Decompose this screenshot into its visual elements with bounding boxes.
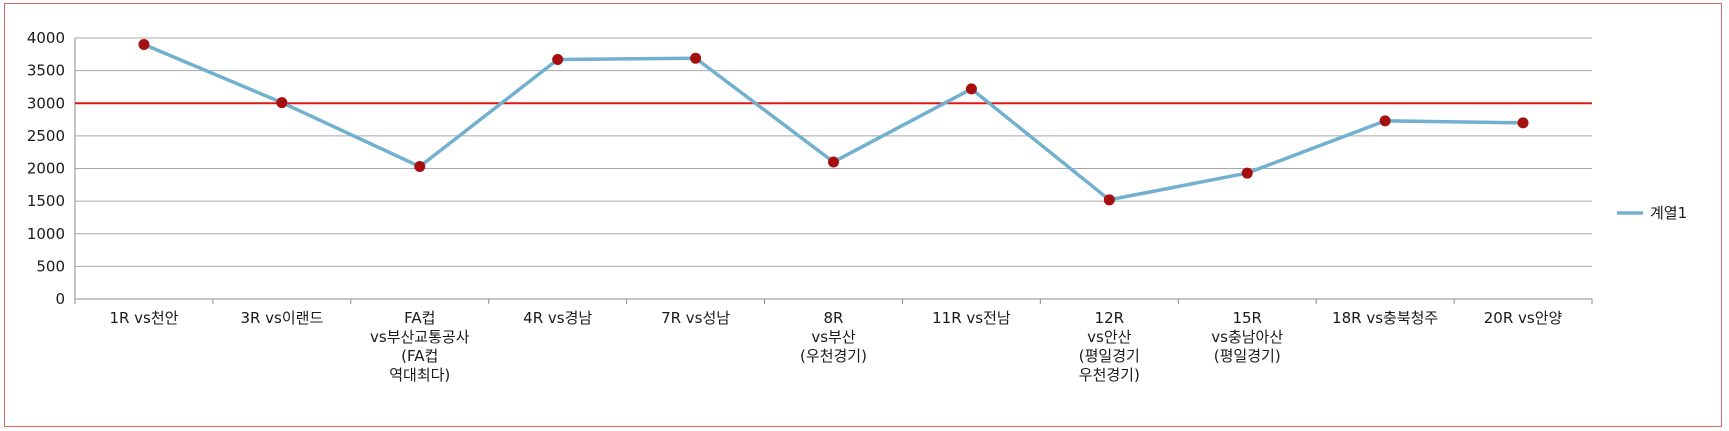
x-tick-label-line: 우천경기)	[1079, 366, 1140, 384]
y-tick-label: 3000	[27, 94, 65, 112]
y-tick-label: 2000	[27, 160, 65, 178]
y-tick-label: 0	[55, 290, 65, 308]
data-point	[138, 39, 150, 51]
x-tick-label: 8R vs부산 (우천경기)	[800, 309, 867, 365]
x-tick-label-line: 20R vs안양	[1484, 309, 1563, 327]
x-tick-label: 15R vs충남아산 (평일경기)	[1211, 309, 1283, 365]
y-axis-ticks: 0 500 1000 1500 2000 2500 3000 3500 4000	[27, 29, 65, 308]
x-tick-label-line: 4R vs경남	[523, 309, 592, 327]
x-tick-label-line: FA컵	[404, 309, 435, 327]
x-tick-label: 4R vs경남	[523, 309, 592, 327]
x-tick-label: 11R vs전남	[932, 309, 1011, 327]
y-tick-label: 1000	[27, 225, 65, 243]
gridlines	[74, 37, 1592, 300]
x-tick-label-line: (FA컵	[401, 347, 438, 365]
data-point	[690, 52, 702, 64]
x-tick-label-line: 1R vs천안	[109, 309, 178, 327]
x-tick-label: 20R vs안양	[1484, 309, 1563, 327]
legend: 계열1	[1617, 204, 1687, 222]
data-point	[276, 97, 288, 109]
x-tick-label-line: 7R vs성남	[661, 309, 730, 327]
x-tick-label-line: 11R vs전남	[932, 309, 1011, 327]
data-point	[414, 161, 426, 173]
x-tick-label: 12R vs안산 (평일경기 우천경기)	[1079, 309, 1140, 384]
x-tick-label-line: 역대최다)	[389, 366, 450, 384]
data-point	[1517, 117, 1529, 129]
x-tick-label-line: 3R vs이랜드	[240, 309, 323, 327]
x-tick-label-line: vs충남아산	[1211, 328, 1283, 346]
x-tick-label: FA컵 vs부산교통공사 (FA컵 역대최다)	[370, 309, 470, 384]
y-tick-label: 4000	[27, 29, 65, 47]
x-tick-label-line: vs안산	[1087, 328, 1131, 346]
x-tick-label: 3R vs이랜드	[240, 309, 323, 327]
x-tick-label: 1R vs천안	[109, 309, 178, 327]
chart-frame	[4, 3, 1722, 427]
x-tick-label-line: (우천경기)	[800, 347, 867, 365]
x-tick-label-line: (평일경기	[1079, 347, 1140, 365]
series-line	[142, 42, 1525, 202]
x-tick-label: 7R vs성남	[661, 309, 730, 327]
x-tick-label-line: 8R	[824, 309, 844, 327]
y-tick-label: 500	[36, 257, 65, 275]
series-group	[138, 39, 1529, 206]
data-point	[1379, 115, 1391, 127]
data-point	[552, 54, 564, 66]
x-axis-ticks: 1R vs천안 3R vs이랜드 FA컵 vs부산교통공사 (FA컵 역대최다) 4R vs…	[74, 299, 1593, 384]
x-tick-label-line: 12R	[1095, 309, 1125, 327]
legend-label: 계열1	[1650, 204, 1687, 222]
y-tick-label: 2500	[27, 127, 65, 145]
data-point	[828, 156, 839, 168]
x-tick-label-line: vs부산	[811, 328, 855, 346]
data-point	[1103, 194, 1115, 206]
x-tick-label-line: 18R vs충북청주	[1332, 309, 1438, 327]
x-tick-label-line: 15R	[1232, 309, 1262, 327]
x-tick-label-line: (평일경기)	[1214, 347, 1281, 365]
y-tick-label: 1500	[27, 192, 65, 210]
x-tick-label-line: vs부산교통공사	[370, 328, 470, 346]
data-point	[965, 83, 977, 95]
data-point	[1241, 167, 1253, 179]
y-tick-label: 3500	[27, 62, 65, 80]
x-tick-label: 18R vs충북청주	[1332, 309, 1438, 327]
